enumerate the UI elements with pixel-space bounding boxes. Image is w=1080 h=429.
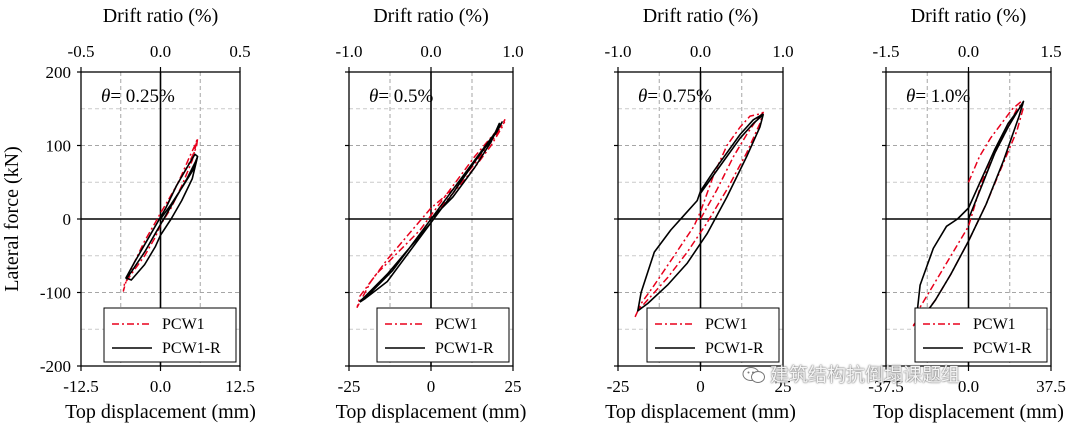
- panel-label: θ= 0.75%: [638, 86, 712, 107]
- top-tick-label: 0.5: [229, 42, 250, 61]
- x-axis-title: Top displacement (mm): [605, 401, 796, 423]
- chart-panel-2: -25 0 25 -1.0 0.0 1.0 Top displacement (mm) Dri…: [336, 5, 527, 423]
- x-tick-label: -37.5: [868, 377, 903, 396]
- watermark-text: 建筑结构抗倒塌课题组: [770, 364, 961, 386]
- y-tick-label: 200: [46, 63, 72, 82]
- legend-label-pcw1-r: PCW1-R: [435, 340, 494, 357]
- top-tick-label: 0.0: [958, 42, 979, 61]
- top-tick-label: 0.0: [420, 42, 441, 61]
- y-tick-label: -200: [40, 357, 71, 376]
- legend: PCW1 PCW1-R: [376, 307, 510, 363]
- x-tick-label: 25: [775, 377, 792, 396]
- x-tick-label: 12.5: [225, 377, 255, 396]
- legend-box: [376, 307, 510, 363]
- panels: -12.5 0.0 12.5 -0.5 0.0 0.5 -200 -100 0 100 200 Lat…: [1, 5, 1066, 423]
- x-axis-title: Top displacement (mm): [873, 401, 1064, 423]
- legend: PCW1 PCW1-R: [103, 307, 237, 363]
- x-tick-label: -25: [338, 377, 361, 396]
- x-tick-label: 37.5: [1036, 377, 1066, 396]
- legend: PCW1 PCW1-R: [646, 307, 780, 363]
- top-tick-label: -1.5: [873, 42, 900, 61]
- top-tick-label: 1.5: [1040, 42, 1061, 61]
- legend-label-pcw1-r: PCW1-R: [705, 340, 764, 357]
- top-axis-title: Drift ratio (%): [373, 5, 489, 27]
- x-tick-label: -25: [607, 377, 630, 396]
- top-tick-label: 1.0: [772, 42, 793, 61]
- y-tick-label: 100: [46, 137, 72, 156]
- legend-box: [914, 307, 1048, 363]
- legend-label-pcw1-r: PCW1-R: [162, 340, 221, 357]
- chart-panel-4: -37.5 0.0 37.5 -1.5 0.0 1.5 Top displacement (…: [868, 5, 1066, 423]
- legend-label-pcw1: PCW1: [973, 316, 1016, 333]
- panel-label: θ= 1.0%: [906, 86, 971, 107]
- panel-label: θ= 0.25%: [101, 86, 175, 107]
- chart-panel-3: -25 0 25 -1.0 0.0 1.0 Top displacement (mm) Dri…: [605, 5, 796, 423]
- series-line-pcw1: [356, 119, 506, 308]
- series-line-pcw1-r: [914, 100, 1025, 327]
- series-line-pcw1-r: [636, 113, 765, 312]
- top-tick-label: 1.0: [502, 42, 523, 61]
- top-axis-title: Drift ratio (%): [643, 5, 759, 27]
- x-tick-label: 0: [427, 377, 436, 396]
- panel-label: θ= 0.5%: [369, 86, 434, 107]
- y-tick-label: 0: [63, 210, 72, 229]
- wechat-icon: [742, 366, 766, 384]
- chart-panel-1: -12.5 0.0 12.5 -0.5 0.0 0.5 -200 -100 0 100 200 Lat…: [1, 5, 256, 423]
- legend: PCW1 PCW1-R: [914, 307, 1048, 363]
- y-tick-label: -100: [40, 284, 71, 303]
- x-axis-title: Top displacement (mm): [336, 401, 527, 423]
- watermark: 建筑结构抗倒塌课题组: [742, 360, 960, 387]
- x-axis-title: Top displacement (mm): [65, 401, 256, 423]
- x-tick-label: -12.5: [63, 377, 98, 396]
- top-tick-label: 0.0: [690, 42, 711, 61]
- top-tick-label: 0.0: [150, 42, 171, 61]
- series-line-pcw1: [633, 111, 764, 319]
- legend-label-pcw1-r: PCW1-R: [973, 340, 1032, 357]
- x-tick-label: 0.0: [958, 377, 979, 396]
- x-tick-label: 0.0: [150, 377, 171, 396]
- top-axis-title: Drift ratio (%): [103, 5, 219, 27]
- series-line-pcw1-r: [359, 121, 503, 303]
- top-axis-title: Drift ratio (%): [911, 5, 1027, 27]
- x-tick-label: 25: [505, 377, 522, 396]
- top-tick-label: -0.5: [68, 42, 95, 61]
- x-tick-label: 0: [696, 377, 705, 396]
- top-tick-label: -1.0: [605, 42, 632, 61]
- legend-box: [103, 307, 237, 363]
- top-tick-label: -1.0: [336, 42, 363, 61]
- legend-label-pcw1: PCW1: [705, 316, 748, 333]
- legend-label-pcw1: PCW1: [162, 316, 205, 333]
- legend-label-pcw1: PCW1: [435, 316, 478, 333]
- y-axis-title: Lateral force (kN): [1, 146, 23, 291]
- series-line-pcw1-r: [125, 153, 199, 281]
- legend-box: [646, 307, 780, 363]
